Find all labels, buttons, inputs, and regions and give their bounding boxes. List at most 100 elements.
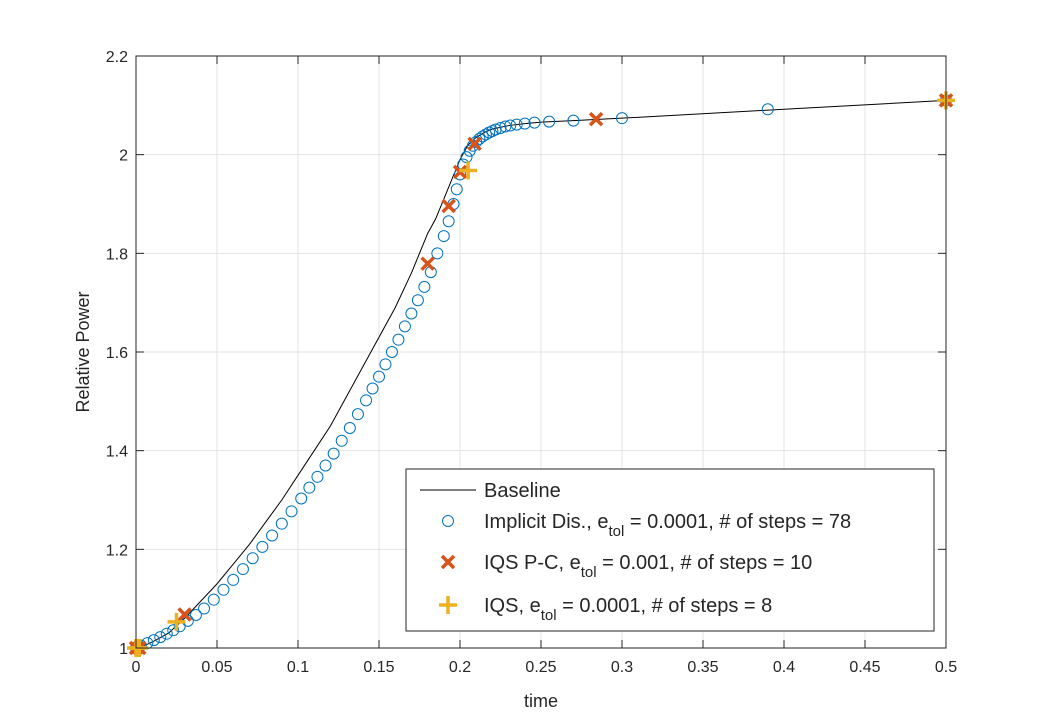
data-point-circle bbox=[411, 294, 424, 307]
data-point-circle bbox=[385, 346, 398, 358]
data-point-circle bbox=[616, 112, 628, 125]
data-point-circle bbox=[285, 505, 298, 518]
x-tick-label: 0.3 bbox=[611, 659, 633, 676]
legend-entry-2: IQS P-C, etol = 0.001, # of steps = 10 bbox=[440, 552, 812, 581]
y-tick-label: 1.4 bbox=[106, 444, 128, 461]
x-stroke bbox=[588, 111, 604, 127]
data-point-circle bbox=[227, 573, 240, 586]
data-point-circle bbox=[327, 447, 340, 460]
data-point-circle bbox=[504, 119, 517, 132]
data-point-circle bbox=[392, 333, 405, 346]
x-stroke bbox=[177, 607, 192, 622]
data-point-circle bbox=[266, 529, 279, 542]
x-axis-label: time bbox=[524, 691, 558, 711]
data-point-circle bbox=[450, 183, 463, 196]
data-point-circle bbox=[418, 280, 431, 293]
y-tick-label: 2 bbox=[119, 148, 128, 165]
data-point-x bbox=[177, 607, 192, 622]
legend-box bbox=[405, 468, 935, 632]
data-point-circle bbox=[207, 593, 220, 606]
data-point-circle bbox=[479, 128, 492, 141]
data-point-plus bbox=[459, 161, 478, 180]
data-point-circle bbox=[275, 517, 288, 530]
data-point-x bbox=[467, 136, 482, 152]
x-stroke bbox=[441, 198, 456, 214]
legend-entry-0: Baseline bbox=[420, 480, 561, 502]
data-point-circle bbox=[160, 627, 173, 640]
legend-label: Implicit Dis., etol = 0.0001, # of steps… bbox=[484, 511, 851, 540]
x-tick-label: 0.1 bbox=[287, 659, 309, 676]
data-point-plus bbox=[167, 612, 186, 631]
data-point-circle bbox=[528, 116, 541, 129]
legend-symbol-plus bbox=[439, 596, 457, 614]
legend-label: IQS P-C, etol = 0.001, # of steps = 10 bbox=[484, 552, 812, 581]
legend-label: Baseline bbox=[484, 480, 561, 502]
data-point-circle bbox=[335, 434, 348, 447]
x-stroke bbox=[420, 256, 435, 271]
data-point-circle bbox=[398, 320, 411, 333]
series-1 bbox=[130, 94, 952, 654]
x-tick-label: 0.4 bbox=[773, 659, 795, 676]
x-tick-label: 0.05 bbox=[201, 659, 232, 676]
plot-area: 0 0.05 0.1 0.15 0.2 0.25 0.3 0.35 0.4 0.45 0.5 1 1.2… bbox=[106, 49, 957, 676]
legend-entry-3: IQS, etol = 0.0001, # of steps = 8 bbox=[439, 595, 772, 624]
data-point-circle bbox=[360, 394, 373, 407]
y-tick-label: 2.2 bbox=[106, 49, 128, 66]
data-point-circle bbox=[366, 382, 379, 395]
legend-symbol-circle bbox=[442, 515, 454, 527]
y-tick-label: 1.2 bbox=[106, 542, 128, 559]
legend-entry-1: Implicit Dis., etol = 0.0001, # of steps… bbox=[442, 511, 851, 540]
x-tick-label: 0.45 bbox=[849, 659, 880, 676]
data-point-circle bbox=[567, 114, 580, 127]
data-point-circle bbox=[405, 307, 418, 320]
y-tick-label: 1.6 bbox=[106, 345, 128, 362]
data-point-circle bbox=[189, 608, 202, 621]
data-point-x bbox=[420, 256, 435, 271]
baseline-line bbox=[135, 99, 947, 649]
data-point-circle bbox=[246, 552, 259, 565]
data-point-circle bbox=[319, 459, 332, 472]
data-point-circle bbox=[518, 117, 531, 130]
x-tick-label: 0.2 bbox=[449, 659, 471, 676]
x-stroke bbox=[440, 554, 456, 570]
x-tick-label: 0 bbox=[132, 659, 141, 676]
data-point-circle bbox=[154, 631, 167, 644]
x-tick-label: 0.35 bbox=[687, 659, 718, 676]
y-tick-label: 1 bbox=[119, 641, 128, 658]
data-point-circle bbox=[373, 370, 385, 383]
legend-label: IQS, etol = 0.0001, # of steps = 8 bbox=[484, 595, 772, 624]
data-point-circle bbox=[295, 492, 308, 505]
x-tick-label: 0.5 bbox=[935, 659, 957, 676]
data-point-circle bbox=[303, 481, 316, 494]
data-point-circle bbox=[343, 421, 356, 434]
data-point-circle bbox=[442, 215, 455, 228]
data-point-circle bbox=[510, 118, 523, 131]
x-stroke bbox=[467, 136, 482, 152]
data-point-circle bbox=[379, 358, 392, 371]
data-point-circle bbox=[437, 230, 450, 243]
data-point-circle bbox=[311, 470, 324, 483]
data-point-x bbox=[588, 111, 604, 127]
data-point-circle bbox=[167, 624, 180, 637]
series-0 bbox=[135, 99, 947, 649]
data-point-circle bbox=[147, 634, 160, 647]
data-point-circle bbox=[217, 583, 230, 596]
data-point-x bbox=[441, 198, 456, 214]
data-point-circle bbox=[431, 247, 444, 260]
data-point-circle bbox=[256, 540, 269, 553]
data-point-circle bbox=[198, 602, 211, 615]
ticks: 0 0.05 0.1 0.15 0.2 0.25 0.3 0.35 0.4 0.45 0.5 1 1.2… bbox=[106, 49, 957, 676]
x-tick-label: 0.25 bbox=[525, 659, 556, 676]
data-point-circle bbox=[543, 115, 556, 128]
y-axis-label: Relative Power bbox=[73, 291, 93, 412]
data-point-circle bbox=[761, 103, 774, 116]
legend-symbol-x bbox=[440, 554, 456, 570]
data-point-circle bbox=[473, 132, 486, 145]
data-point-circle bbox=[476, 130, 489, 143]
data-point-circle bbox=[499, 120, 512, 133]
data-point-circle bbox=[236, 563, 249, 576]
legend: Baseline Implicit Dis., etol = 0.0001, # … bbox=[405, 468, 935, 632]
y-tick-label: 1.8 bbox=[106, 246, 128, 263]
data-point-circle bbox=[351, 408, 364, 421]
